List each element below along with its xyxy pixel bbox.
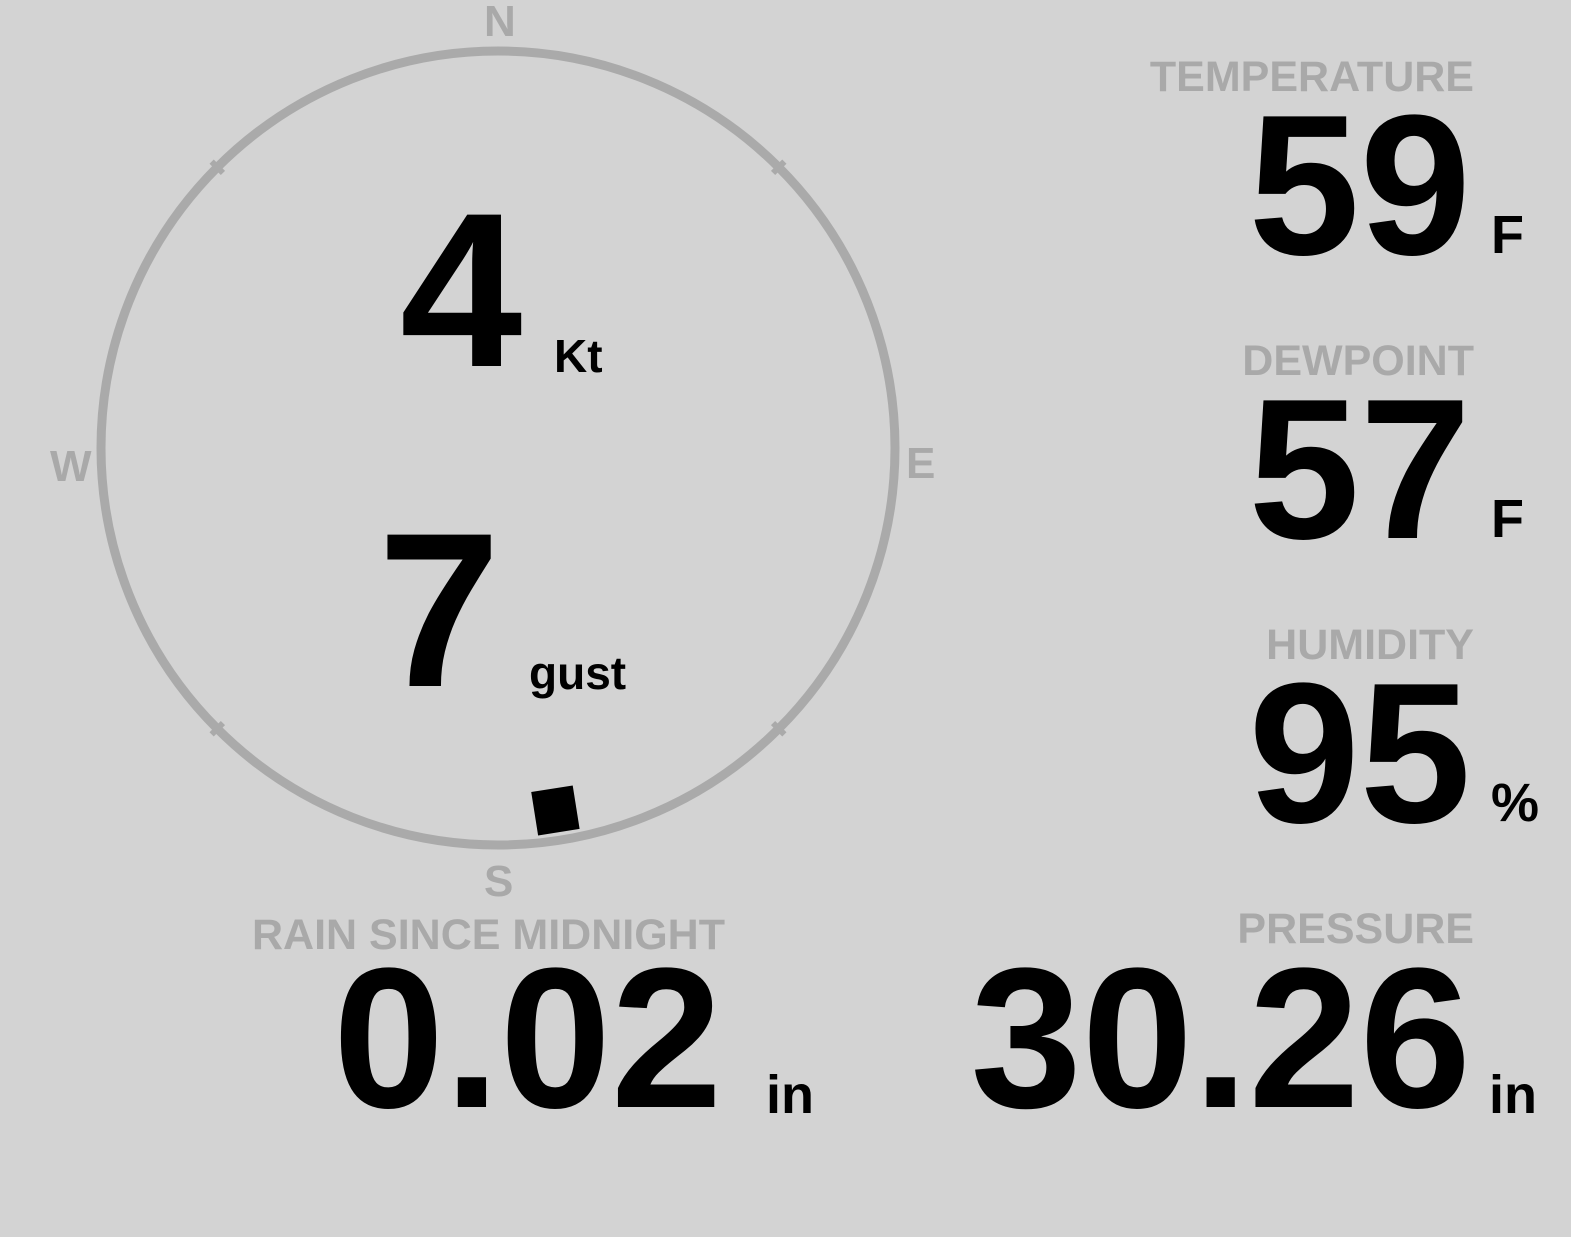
humidity-label: HUMIDITY (1266, 621, 1474, 669)
compass-tick (770, 720, 787, 737)
compass-ring (96, 46, 900, 850)
compass-tick (209, 159, 226, 176)
pressure-unit: in (1489, 1065, 1537, 1125)
wind-gust-value: 7 (378, 487, 501, 733)
dewpoint-value: 57 (1248, 358, 1471, 581)
rain-unit: in (766, 1065, 814, 1125)
wind-gust-label: gust (529, 647, 627, 699)
pressure-value: 30.26 (970, 927, 1472, 1150)
compass-south-label: S (484, 857, 514, 906)
rain-value: 0.02 (333, 927, 723, 1150)
rain-label: RAIN SINCE MIDNIGHT (252, 911, 725, 959)
dewpoint-unit: F (1491, 489, 1524, 549)
temperature-value: 59 (1248, 74, 1471, 297)
wind-speed-unit: Kt (554, 330, 603, 382)
humidity-unit: % (1491, 773, 1540, 833)
humidity-value: 95 (1248, 642, 1471, 865)
wind-speed-value: 4 (400, 167, 523, 413)
dewpoint-label: DEWPOINT (1242, 337, 1474, 385)
temperature-unit: F (1491, 205, 1524, 265)
compass-tick (770, 159, 787, 176)
compass-east-label: E (906, 439, 936, 488)
compass-tick (209, 720, 226, 737)
compass-north-label: N (484, 0, 516, 46)
temperature-label: TEMPERATURE (1149, 53, 1474, 101)
compass-west-label: W (50, 442, 92, 491)
wind-direction-pointer (531, 785, 580, 836)
pressure-label: PRESSURE (1237, 905, 1474, 953)
